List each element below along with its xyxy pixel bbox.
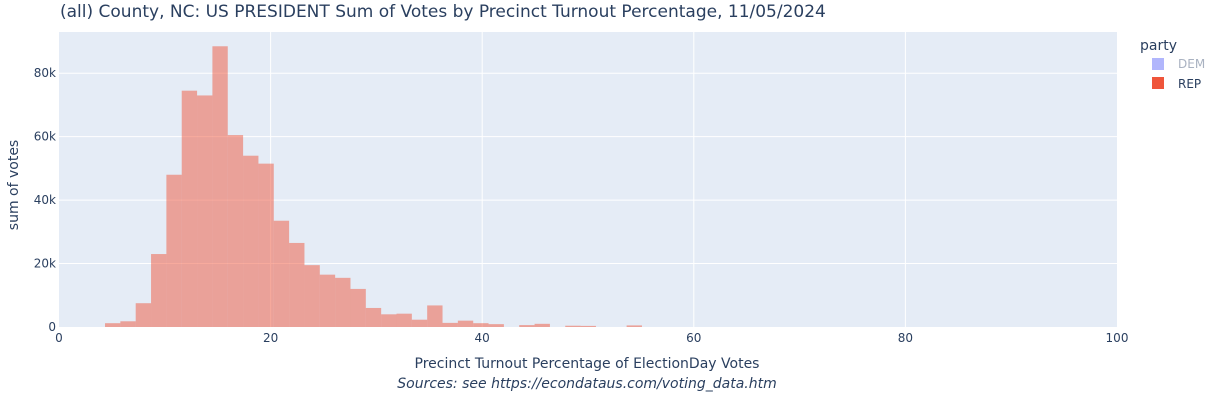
histogram-bar[interactable]	[319, 274, 336, 327]
y-tick-label: 60k	[34, 130, 56, 144]
histogram-bar[interactable]	[258, 163, 274, 327]
x-axis-title: Precinct Turnout Percentage of ElectionD…	[415, 356, 760, 372]
histogram-bar[interactable]	[565, 325, 581, 327]
histogram-bar[interactable]	[243, 155, 259, 327]
histogram-bar[interactable]	[396, 313, 412, 327]
x-tick-label: 20	[263, 331, 278, 345]
x-tick-label: 0	[55, 331, 63, 345]
histogram-bar[interactable]	[335, 277, 351, 327]
histogram-bar[interactable]	[488, 324, 504, 327]
bar-series-rep	[105, 46, 642, 327]
y-tick-label: 0	[48, 320, 56, 334]
x-tick-label: 40	[475, 331, 490, 345]
y-axis-ticks: 0 20k 40k 60k 80k	[34, 66, 56, 334]
x-tick-label: 60	[686, 331, 701, 345]
histogram-bar[interactable]	[457, 320, 474, 327]
histogram-bar[interactable]	[534, 323, 550, 327]
histogram-bar[interactable]	[120, 321, 136, 327]
legend-label-dem: DEM	[1178, 57, 1205, 71]
legend-item-dem[interactable]: DEM	[1152, 57, 1205, 71]
histogram-bar[interactable]	[381, 314, 397, 327]
histogram-bar[interactable]	[626, 325, 642, 327]
y-tick-label: 20k	[34, 257, 56, 271]
histogram-bar[interactable]	[289, 242, 305, 327]
y-tick-label: 80k	[34, 66, 56, 80]
legend-title: party	[1140, 38, 1177, 54]
chart-title: (all) County, NC: US PRESIDENT Sum of Vo…	[60, 2, 826, 22]
histogram-bar[interactable]	[350, 288, 366, 327]
histogram-bar[interactable]	[273, 220, 290, 327]
legend-swatch-dem	[1152, 58, 1164, 70]
histogram-bar[interactable]	[105, 323, 121, 327]
histogram-bar[interactable]	[212, 46, 228, 327]
y-axis-title: sum of votes	[6, 140, 22, 230]
histogram-bar[interactable]	[365, 307, 382, 327]
legend-label-rep: REP	[1178, 77, 1201, 91]
x-tick-label: 80	[898, 331, 913, 345]
y-tick-label: 40k	[34, 193, 56, 207]
histogram-bar[interactable]	[411, 319, 428, 327]
source-note: Sources: see https://econdataus.com/voti…	[397, 376, 777, 392]
x-tick-label: 100	[1106, 331, 1129, 345]
histogram-bar[interactable]	[442, 322, 458, 327]
histogram-bar[interactable]	[181, 90, 198, 327]
legend-swatch-rep	[1152, 77, 1164, 89]
histogram-bar[interactable]	[135, 303, 152, 327]
histogram-bar[interactable]	[166, 174, 182, 327]
x-axis-ticks: 0 20 40 60 80 100	[55, 331, 1128, 345]
histogram-bar[interactable]	[473, 323, 489, 327]
histogram-bar[interactable]	[580, 325, 596, 327]
histogram-bar[interactable]	[151, 254, 167, 327]
histogram-bar[interactable]	[519, 325, 535, 327]
histogram-bar[interactable]	[197, 95, 213, 327]
legend: party DEM REP	[1140, 38, 1205, 91]
histogram-bar[interactable]	[304, 265, 320, 327]
legend-item-rep[interactable]: REP	[1152, 77, 1201, 91]
histogram-bar[interactable]	[227, 135, 244, 327]
histogram-bar[interactable]	[427, 305, 443, 327]
